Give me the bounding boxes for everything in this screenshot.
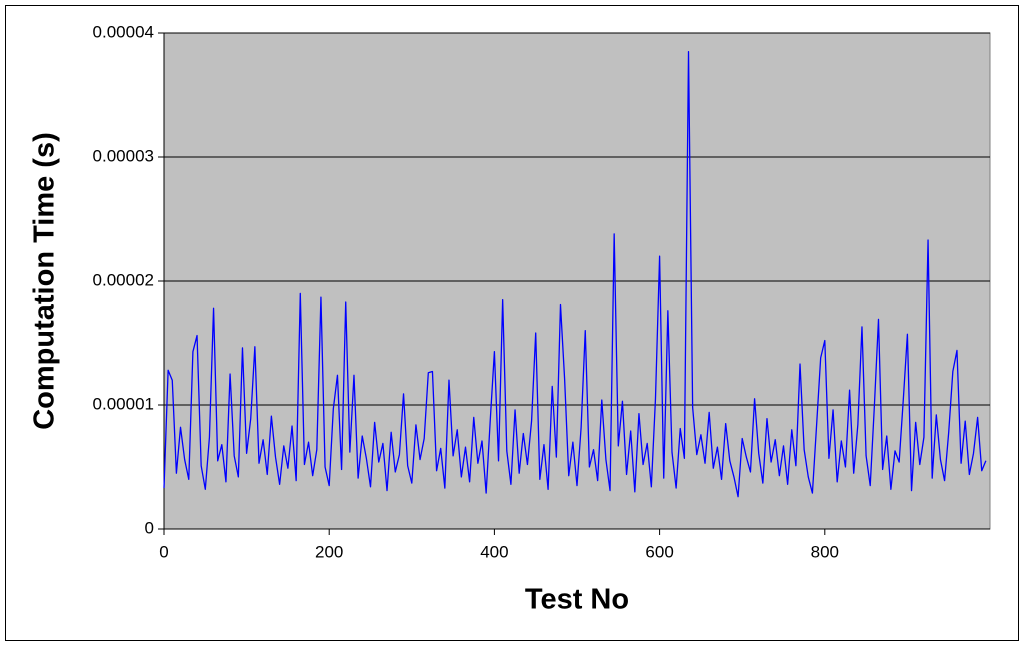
y-tick-label: 0.00003 — [93, 146, 154, 165]
y-tick-label: 0.00001 — [93, 394, 154, 413]
y-tick-label: 0.00004 — [93, 22, 154, 41]
x-tick-label: 600 — [645, 542, 673, 561]
y-axis-title: Computation Time (s) — [29, 132, 61, 430]
x-tick-label: 800 — [811, 542, 839, 561]
x-tick-label: 200 — [315, 542, 343, 561]
x-axis-title: Test No — [525, 584, 629, 616]
data-line — [163, 50, 987, 498]
y-tick-label: 0.00002 — [93, 270, 154, 289]
y-tick-label: 0 — [145, 518, 154, 537]
x-tick-label: 0 — [159, 542, 168, 561]
x-tick-label: 400 — [480, 542, 508, 561]
